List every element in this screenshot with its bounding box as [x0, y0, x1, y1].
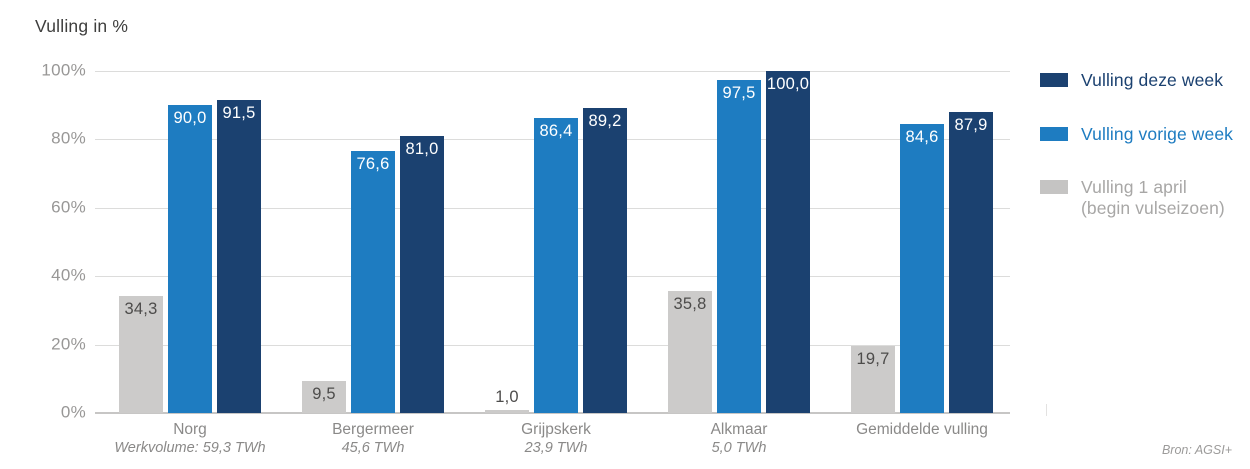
- y-axis-tick-label: 60%: [51, 197, 86, 217]
- bar-value-label: 19,7: [856, 349, 890, 368]
- bar-value-label: 87,9: [954, 116, 988, 135]
- category-name: Bergermeer: [332, 421, 414, 438]
- legend-label-vulling-vorige-week: Vulling vorige week: [1081, 124, 1234, 144]
- category-label: Grijpskerk 23,9 TWh: [446, 421, 666, 457]
- vulling-vorige-week-bar: 97,5: [717, 79, 761, 413]
- axis-end-tick: [1046, 404, 1047, 416]
- y-axis-tick-label: 40%: [51, 265, 86, 285]
- vulling-deze-week-bar: 100,0: [766, 71, 810, 413]
- bar-value-label: 90,0: [173, 109, 207, 128]
- vulling-1-april-bar: 34,3: [119, 295, 163, 413]
- category-name: Grijpskerk: [521, 421, 591, 438]
- bar-value-label: 34,3: [124, 299, 158, 318]
- vulling-deze-week-bar: 89,2: [583, 107, 627, 413]
- bar-value-label: 35,8: [673, 294, 707, 313]
- bar-value-label: 1,0: [495, 387, 519, 406]
- category-label: Norg Werkvolume: 59,3 TWh: [80, 421, 300, 457]
- gridline: [95, 71, 1010, 72]
- legend-swatch-vulling-vorige-week: [1040, 127, 1068, 141]
- category-name: Gemiddelde vulling: [856, 421, 988, 438]
- bar-value-label: 76,6: [356, 155, 390, 174]
- bar-value-label: 9,5: [312, 384, 336, 403]
- vulling-vorige-week-bar: 84,6: [900, 123, 944, 413]
- category-label: Gemiddelde vulling: [812, 421, 1032, 439]
- vulling-deze-week-bar: 87,9: [949, 112, 993, 413]
- legend-item-vulling-deze-week: Vulling deze week: [1040, 70, 1223, 91]
- x-axis-line: [95, 412, 1010, 414]
- category-label: Alkmaar 5,0 TWh: [629, 421, 849, 457]
- source-note: Bron: AGSI+: [1161, 443, 1232, 457]
- bar-value-label: 89,2: [588, 111, 622, 130]
- bar-value-label: 97,5: [722, 83, 756, 102]
- vulling-deze-week-bar: 81,0: [400, 135, 444, 413]
- vulling-vorige-week-bar: 90,0: [168, 105, 212, 413]
- plot-area: 0% 20% 40% 60% 80% 100% 34,3 90,0 91,5 Norg Werkvo…: [41, 61, 1010, 456]
- bar-value-label: 86,4: [539, 121, 573, 140]
- category-sublabel: Werkvolume: 59,3 TWh: [114, 440, 266, 456]
- category-name: Alkmaar: [710, 421, 768, 438]
- legend-label-vulling-1-april: Vulling 1 april (begin vulseizoen): [1081, 177, 1225, 218]
- legend-item-vulling-vorige-week: Vulling vorige week: [1040, 124, 1233, 145]
- category-sublabel: 45,6 TWh: [341, 440, 405, 456]
- vulling-vorige-week-bar: 76,6: [351, 151, 395, 413]
- y-axis-tick-label: 100%: [41, 60, 86, 80]
- category-name: Norg: [173, 421, 207, 438]
- category-sublabel: 23,9 TWh: [524, 440, 588, 456]
- legend-item-vulling-1-april: Vulling 1 april (begin vulseizoen): [1040, 177, 1225, 219]
- vulling-deze-week-bar: 91,5: [217, 100, 261, 413]
- vulling-1-april-bar: 19,7: [851, 345, 895, 413]
- legend-swatch-vulling-1-april: [1040, 180, 1068, 194]
- chart-title: Vulling in %: [35, 16, 129, 36]
- legend-swatch-vulling-deze-week: [1040, 73, 1068, 87]
- bar-value-label: 100,0: [766, 75, 810, 93]
- bar-value-label: 91,5: [222, 104, 256, 123]
- bar-value-label: 84,6: [905, 127, 939, 146]
- y-axis-tick-label: 20%: [51, 334, 86, 354]
- vulling-1-april-bar: 35,8: [668, 290, 712, 413]
- bar-value-label: 81,0: [405, 139, 439, 158]
- category-label: Bergermeer 45,6 TWh: [263, 421, 483, 457]
- vulling-vorige-week-bar: 86,4: [534, 117, 578, 413]
- y-axis-tick-label: 0%: [60, 402, 86, 422]
- vulling-1-april-bar: 1,0: [485, 388, 529, 413]
- y-axis-tick-label: 80%: [51, 128, 86, 148]
- vulling-1-april-bar: 9,5: [302, 380, 346, 413]
- category-sublabel: 5,0 TWh: [711, 440, 767, 456]
- legend-label-vulling-deze-week: Vulling deze week: [1081, 70, 1224, 90]
